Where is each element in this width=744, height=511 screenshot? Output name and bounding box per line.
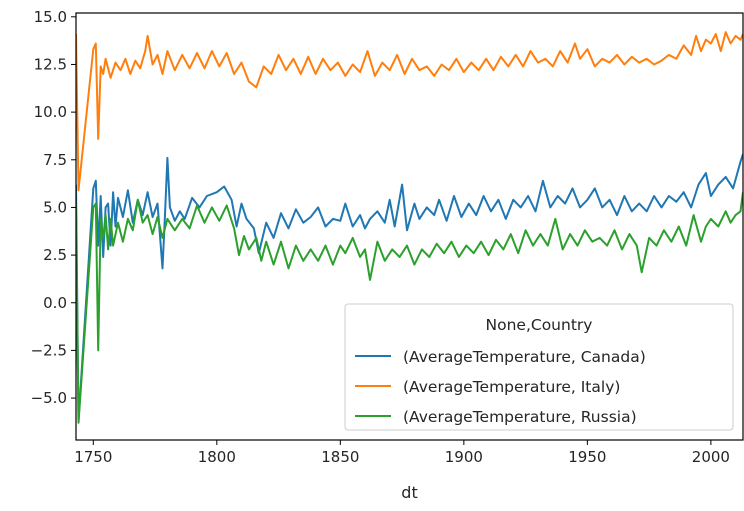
- x-tick-label: 2000: [692, 448, 730, 466]
- axes-frame: [75, 12, 744, 441]
- x-tick-label: 1800: [198, 448, 236, 466]
- legend-box: [344, 303, 734, 431]
- y-tick-label: 10.0: [34, 103, 67, 121]
- y-tick-label: −5.0: [31, 389, 67, 407]
- series-layer: [76, 31, 743, 424]
- y-tick-label: −2.5: [31, 341, 67, 359]
- legend-entry-label: (AverageTemperature, Italy): [403, 378, 620, 396]
- y-tick-label: 12.5: [34, 55, 67, 73]
- y-tick-label: 15.0: [34, 8, 67, 26]
- y-tick-label: 2.5: [43, 246, 67, 264]
- series-line-3: [76, 192, 743, 424]
- series-line-1: [76, 153, 743, 422]
- legend-title: None,Country: [486, 316, 593, 334]
- x-tick-label: 1750: [74, 448, 112, 466]
- y-tick-label: 0.0: [43, 294, 67, 312]
- series-line-2: [76, 31, 743, 192]
- y-tick-label: 7.5: [43, 151, 67, 169]
- legend: None,Country (AverageTemperature, Canada…: [344, 303, 734, 431]
- x-axis-label: dt: [401, 483, 417, 502]
- x-tick-label: 1900: [445, 448, 483, 466]
- y-tick-label: 5.0: [43, 198, 67, 216]
- y-axis: −5.0 −2.5 0.0 2.5 5.0 7.5 10.0 12.5 15.0: [31, 8, 76, 407]
- legend-entry-label: (AverageTemperature, Russia): [403, 408, 637, 426]
- x-tick-label: 1850: [321, 448, 359, 466]
- x-axis: 1750 1800 1850 1900 1950 2000: [74, 440, 730, 466]
- x-tick-label: 1950: [568, 448, 606, 466]
- legend-entry-label: (AverageTemperature, Canada): [403, 348, 646, 366]
